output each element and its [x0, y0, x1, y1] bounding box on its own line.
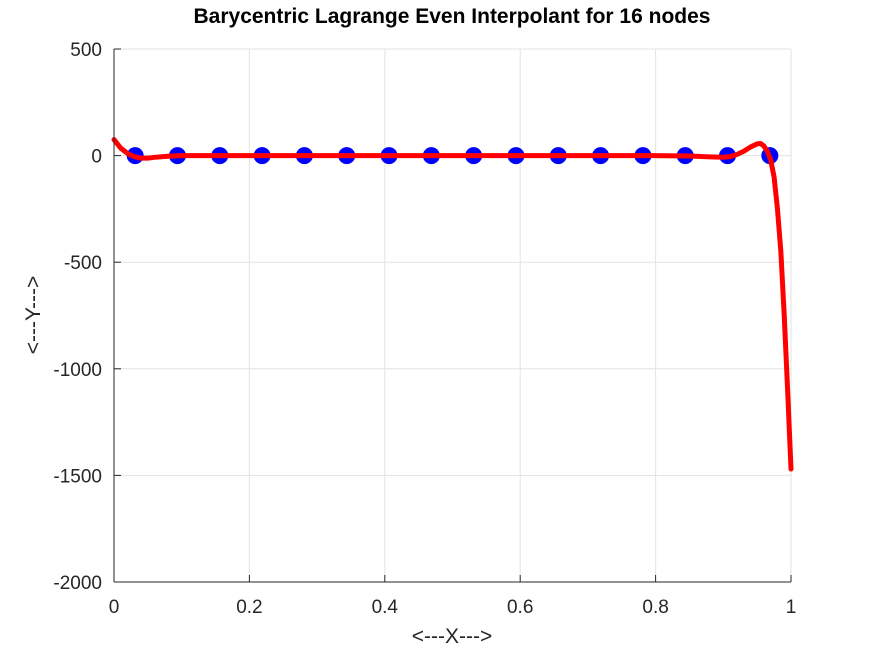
y-tick-label: -500	[64, 253, 102, 274]
y-tick-label: -1500	[53, 466, 102, 487]
y-tick-label: -2000	[53, 573, 102, 594]
x-tick-label: 0.6	[507, 597, 533, 618]
x-tick-label: 0.2	[236, 597, 262, 618]
x-tick-label: 1	[786, 597, 797, 618]
y-tick-label: 500	[70, 40, 102, 61]
interpolant-line	[111, 137, 794, 472]
plot-background	[114, 49, 791, 582]
tick-labels: 0 0.2 0.4 0.6 0.8 1 500 0 -500 -1000 -1500 -2000	[53, 40, 796, 618]
x-tick-label: 0.4	[372, 597, 399, 618]
data-layer	[111, 137, 794, 472]
x-tick-label: 0	[109, 597, 120, 618]
x-tick-label: 0.8	[642, 597, 668, 618]
x-axis-label: <---X--->	[412, 625, 493, 648]
y-tick-label: -1000	[53, 360, 102, 381]
chart-title: Barycentric Lagrange Even Interpolant fo…	[194, 5, 711, 28]
y-axis-label: <---Y--->	[22, 276, 45, 355]
y-tick-label: 0	[91, 147, 102, 168]
axes	[113, 48, 792, 583]
